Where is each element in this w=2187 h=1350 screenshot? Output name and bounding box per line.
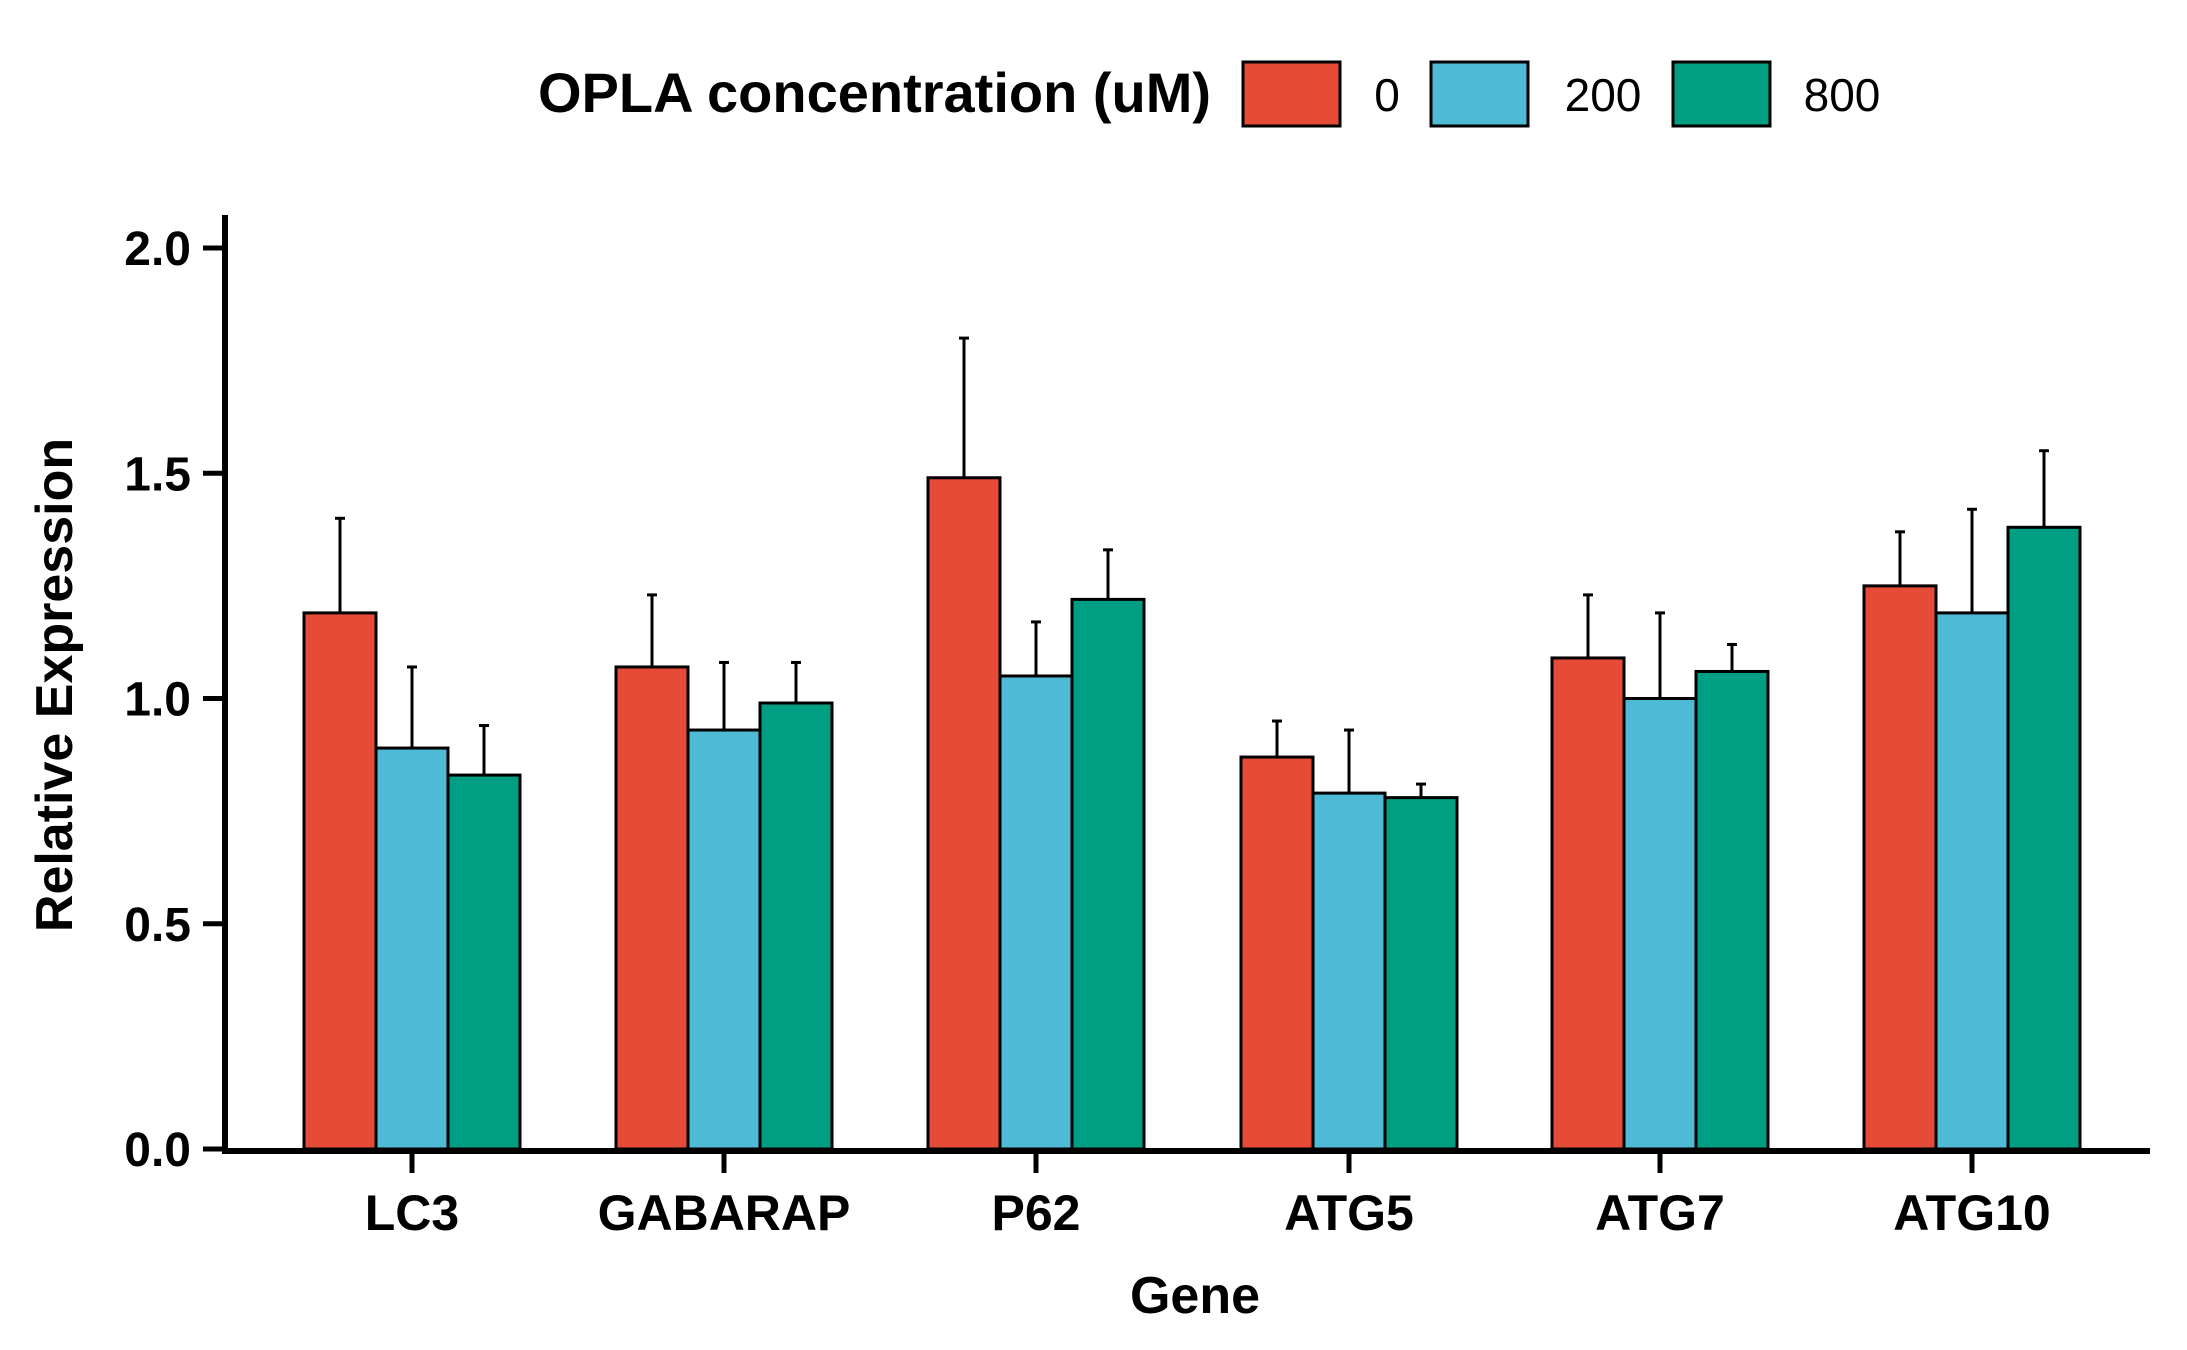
bar-atg5-200 xyxy=(1311,791,1387,1151)
x-axis-label: Gene xyxy=(1130,1267,1260,1325)
bar-lc3-800 xyxy=(446,773,522,1151)
bar-gabarap-800 xyxy=(758,701,834,1151)
y-tick-label: 1.5 xyxy=(124,448,191,501)
bar-atg5-800 xyxy=(1383,796,1459,1151)
x-tick-label-gabarap: GABARAP xyxy=(598,1185,851,1241)
legend: OPLA concentration (uM) 0 200 800 xyxy=(538,60,1881,128)
legend-label-800: 800 xyxy=(1804,69,1881,121)
bar-atg10-0 xyxy=(1862,584,1938,1151)
x-tick-label-lc3: LC3 xyxy=(365,1185,459,1241)
bar-p62-800 xyxy=(1070,597,1146,1151)
bar-gabarap-200 xyxy=(686,728,762,1151)
bar-p62-0 xyxy=(926,476,1002,1151)
y-tick-label: 1.0 xyxy=(124,674,191,727)
bar-lc3-0 xyxy=(302,611,378,1151)
bar-atg7-200 xyxy=(1622,697,1698,1151)
bar-gabarap-0 xyxy=(614,665,690,1151)
legend-swatch-800 xyxy=(1671,60,1772,128)
bar-atg10-200 xyxy=(1934,611,2010,1151)
bar-atg5-0 xyxy=(1239,755,1315,1151)
y-tick-label: 0.0 xyxy=(124,1124,191,1177)
x-tick-label-atg7: ATG7 xyxy=(1595,1185,1725,1241)
x-tick-label-atg10: ATG10 xyxy=(1893,1185,2050,1241)
bar-lc3-200 xyxy=(374,746,450,1151)
bar-atg10-800 xyxy=(2006,525,2082,1151)
bar-p62-200 xyxy=(998,674,1074,1151)
legend-label-0: 0 xyxy=(1374,69,1400,121)
legend-title: OPLA concentration (uM) xyxy=(538,61,1211,124)
legend-swatch-200 xyxy=(1429,60,1530,128)
x-tick-label-atg5: ATG5 xyxy=(1284,1185,1414,1241)
y-tick-label: 2.0 xyxy=(124,223,191,276)
legend-label-200: 200 xyxy=(1565,69,1642,121)
y-axis-label: Relative Expression xyxy=(26,438,84,932)
y-tick-label: 0.5 xyxy=(124,899,191,952)
bar-atg7-0 xyxy=(1550,656,1626,1151)
legend-swatch-0 xyxy=(1241,60,1342,128)
x-tick-label-p62: P62 xyxy=(992,1185,1081,1241)
bar-atg7-800 xyxy=(1694,669,1770,1151)
